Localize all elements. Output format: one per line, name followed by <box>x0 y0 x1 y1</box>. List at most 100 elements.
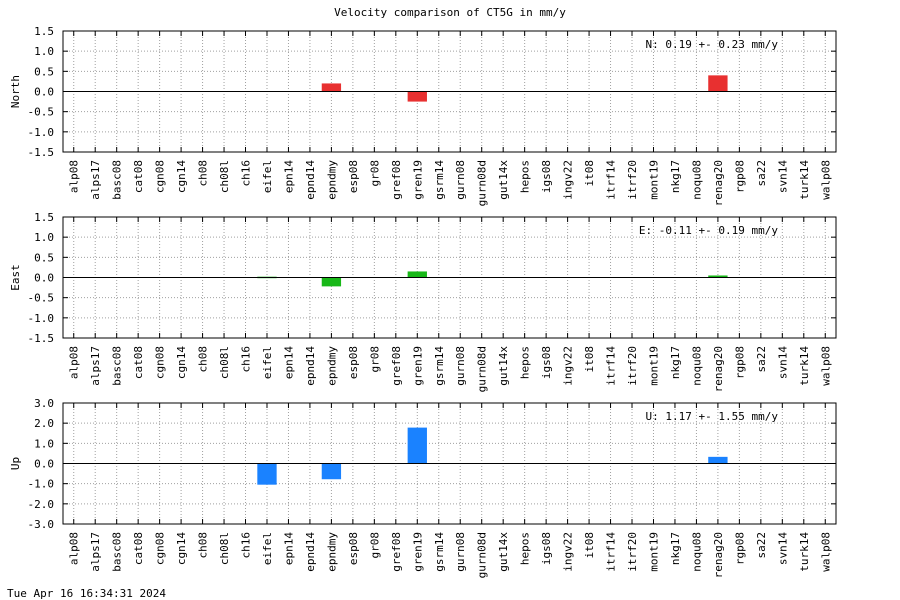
x-tick-label: gurn08 <box>454 160 467 200</box>
x-tick-label: gr08 <box>368 346 381 373</box>
x-tick-label: turk14 <box>798 346 811 386</box>
x-tick-label: gurn08 <box>454 346 467 386</box>
x-tick-label: cgn08 <box>154 346 167 379</box>
y-axis-label: Up <box>9 457 22 470</box>
x-tick-label: eifel <box>261 346 274 379</box>
x-tick-label: itrf14 <box>605 532 618 572</box>
x-tick-label: cat08 <box>132 532 145 565</box>
y-tick-label: -0.5 <box>28 106 55 119</box>
panel-up: 3.0 2.0 1.0 0.0 -1.0 -2.0 -3.0 alp08 alps17 basc0… <box>9 397 837 578</box>
x-tick-label: rgp08 <box>733 160 746 193</box>
panel-east: 1.5 1.0 0.5 0.0 -0.5 -1.0 -1.5 alp08 alps17 basc0… <box>9 211 837 392</box>
x-tick-label: esp08 <box>347 532 360 565</box>
x-tick-label: epn14 <box>282 532 295 565</box>
x-tick-label: ch16 <box>240 532 253 559</box>
x-tick-label: gr08 <box>368 160 381 187</box>
x-tick-label: alp08 <box>68 160 81 193</box>
x-tick-label: epnd14 <box>304 160 317 200</box>
stats-annotation: E: -0.11 +- 0.19 mm/y <box>639 224 778 237</box>
x-tick-label: gref08 <box>390 532 403 572</box>
x-tick-label: gurn08d <box>476 346 489 392</box>
plot-frame <box>62 402 837 525</box>
x-tick-label: gsrm14 <box>433 160 446 200</box>
x-tick-label: gurn08d <box>476 160 489 206</box>
x-tick-label: igs08 <box>540 160 553 193</box>
x-tick-label: ch08 <box>197 160 210 187</box>
x-tick-label: it08 <box>583 346 596 373</box>
x-tick-label: basc08 <box>111 160 124 200</box>
x-tick-label: epndmy <box>325 160 338 200</box>
x-tick-label: ch08l <box>218 346 231 379</box>
x-tick-label: gren19 <box>411 346 424 386</box>
x-tick-label: hepos <box>519 346 532 379</box>
x-tick-label: gref08 <box>390 346 403 386</box>
x-tick-label: sa22 <box>755 160 768 187</box>
stats-annotation: U: 1.17 +- 1.55 mm/y <box>646 410 779 423</box>
x-tick-label: svn14 <box>776 346 789 379</box>
x-tick-label: itrf20 <box>626 346 639 386</box>
x-tick-label: mont19 <box>647 346 660 386</box>
bar-gren19 <box>407 91 427 102</box>
x-tick-label: cgn14 <box>175 532 188 565</box>
x-tick-label: nkg17 <box>669 532 682 565</box>
x-tick-label: mont19 <box>647 160 660 200</box>
x-tick-label: cgn14 <box>175 346 188 379</box>
bar-epndmy <box>321 277 342 287</box>
x-tick-label: it08 <box>583 160 596 187</box>
x-tick-label: alp08 <box>68 346 81 379</box>
x-tick-label: epndmy <box>325 532 338 572</box>
x-tick-label: renag20 <box>712 346 725 392</box>
x-tick-label: ch16 <box>240 160 253 187</box>
x-tick-label: basc08 <box>111 346 124 386</box>
x-tick-label: epnd14 <box>304 346 317 386</box>
y-tick-label: -1.5 <box>28 332 55 345</box>
x-tick-label: renag20 <box>712 532 725 578</box>
x-tick-label: ch16 <box>240 346 253 373</box>
plot-frame <box>62 30 837 153</box>
x-tick-label: igs08 <box>540 532 553 565</box>
y-tick-label: -1.0 <box>28 478 55 491</box>
stats-annotation: N: 0.19 +- 0.23 mm/y <box>646 38 779 51</box>
y-tick-label: 1.0 <box>34 231 54 244</box>
x-tick-label: gr08 <box>368 532 381 559</box>
y-tick-label: 0.0 <box>34 86 54 99</box>
y-axis-label: North <box>9 75 22 108</box>
bar-epndmy <box>321 83 342 92</box>
x-tick-label: svn14 <box>776 532 789 565</box>
chart-title: Velocity comparison of CT5G in mm/y <box>334 6 566 19</box>
x-tick-label: alp08 <box>68 532 81 565</box>
x-tick-label: alps17 <box>89 160 102 200</box>
x-tick-label: svn14 <box>776 160 789 193</box>
x-tick-label: ch08l <box>218 160 231 193</box>
y-tick-label: 1.0 <box>34 45 54 58</box>
bar-renag20 <box>708 456 728 464</box>
x-tick-label: noqu08 <box>690 346 703 386</box>
x-tick-label: gut14x <box>497 346 510 386</box>
timestamp: Tue Apr 16 16:34:31 2024 <box>7 587 166 600</box>
x-tick-label: ch08 <box>197 346 210 373</box>
x-tick-label: basc08 <box>111 532 124 572</box>
y-tick-label: -1.5 <box>28 146 55 159</box>
x-tick-label: gurn08 <box>454 532 467 572</box>
plot-frame <box>62 216 837 339</box>
x-tick-label: itrf20 <box>626 160 639 200</box>
x-tick-label: noqu08 <box>690 160 703 200</box>
y-tick-label: -2.0 <box>28 498 55 511</box>
x-tick-label: sa22 <box>755 532 768 559</box>
x-tick-label: walp08 <box>819 346 832 386</box>
x-tick-label: itrf14 <box>605 160 618 200</box>
bar-eifel <box>257 463 277 485</box>
x-tick-label: hepos <box>519 532 532 565</box>
x-tick-label: itrf14 <box>605 346 618 386</box>
bar-epndmy <box>321 463 342 480</box>
x-tick-label: noqu08 <box>690 532 703 572</box>
x-tick-label: gurn08d <box>476 532 489 578</box>
x-tick-label: ingv22 <box>562 346 575 386</box>
y-tick-label: 2.0 <box>34 417 54 430</box>
x-tick-label: cgn08 <box>154 532 167 565</box>
x-tick-label: turk14 <box>798 160 811 200</box>
y-tick-label: 1.5 <box>34 211 54 224</box>
x-tick-label: hepos <box>519 160 532 193</box>
y-axis-label: East <box>9 264 22 291</box>
